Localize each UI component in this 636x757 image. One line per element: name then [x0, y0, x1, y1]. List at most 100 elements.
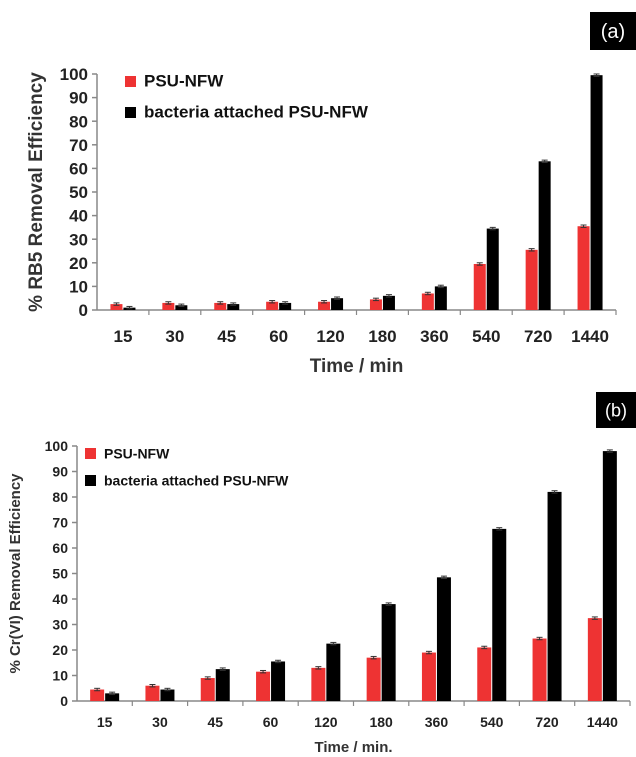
chart-b: (b) 0 10 20 30 40 50 60 70 80 90 100 15 30 45 60 120 180 3… — [7, 392, 636, 756]
bar — [271, 661, 286, 701]
bar — [160, 689, 175, 701]
x-tick-label: 120 — [316, 327, 344, 346]
bar — [366, 657, 381, 701]
y-tick-label: 10 — [69, 278, 88, 297]
legend-swatch — [125, 76, 136, 87]
bar — [266, 301, 279, 310]
x-tick-label: 120 — [314, 714, 338, 730]
y-tick-label: 80 — [52, 489, 68, 505]
y-tick-label: 20 — [69, 254, 88, 273]
x-tick-label: 360 — [420, 327, 448, 346]
bar — [90, 689, 105, 701]
legend-label: bacteria attached PSU-NFW — [144, 103, 369, 122]
y-tick-label: 80 — [69, 112, 88, 131]
legend-swatch — [125, 107, 136, 118]
x-tick-label: 180 — [368, 327, 396, 346]
x-axis-title: Time / min. — [314, 739, 392, 756]
bar — [145, 685, 160, 701]
bar — [477, 647, 492, 701]
y-tick-label: 0 — [60, 693, 68, 709]
bar — [311, 667, 326, 701]
bar — [381, 604, 396, 701]
y-tick-label: 40 — [69, 207, 88, 226]
bar — [421, 652, 436, 701]
bar — [279, 302, 292, 310]
bar — [162, 302, 175, 310]
x-tick-label: 30 — [152, 714, 168, 730]
bar — [369, 299, 382, 310]
bar — [382, 295, 395, 310]
bar — [434, 286, 447, 310]
bar — [525, 249, 538, 310]
legend-label: PSU-NFW — [144, 72, 224, 91]
y-tick-label: 90 — [52, 464, 68, 480]
bar — [577, 226, 590, 310]
bar — [486, 228, 499, 310]
bar — [492, 528, 507, 701]
legend-swatch — [85, 475, 96, 486]
bar — [110, 304, 123, 310]
legend-swatch — [85, 448, 96, 459]
x-tick-label: 45 — [217, 327, 236, 346]
bar — [538, 161, 551, 310]
x-tick-label: 1440 — [587, 714, 618, 730]
x-tick-label: 60 — [263, 714, 279, 730]
y-axis-title: % Cr(VI) Removal Efficiency — [7, 473, 24, 674]
x-tick-label: 540 — [480, 714, 504, 730]
bar — [587, 618, 602, 701]
y-tick-label: 70 — [69, 136, 88, 155]
x-tick-label: 1440 — [571, 327, 609, 346]
x-tick-label: 180 — [369, 714, 393, 730]
y-tick-label: 30 — [52, 617, 68, 633]
x-tick-label: 720 — [524, 327, 552, 346]
bar — [318, 301, 331, 310]
bar — [590, 75, 603, 311]
y-tick-label: 30 — [69, 230, 88, 249]
y-tick-label: 90 — [69, 89, 88, 108]
bar — [326, 643, 341, 701]
y-tick-label: 100 — [60, 65, 88, 84]
x-tick-label: 45 — [207, 714, 223, 730]
y-tick-label: 60 — [69, 160, 88, 179]
bar — [227, 304, 240, 310]
y-tick-label: 50 — [69, 183, 88, 202]
y-tick-label: 100 — [45, 438, 69, 454]
x-tick-label: 15 — [113, 327, 132, 346]
y-tick-label: 70 — [52, 515, 68, 531]
chart-a: (a) 0 10 20 30 40 50 60 70 80 90 100 15 30 45 60 120 180 3… — [26, 12, 636, 377]
bar — [421, 293, 434, 310]
x-tick-label: 540 — [472, 327, 500, 346]
x-tick-label: 360 — [425, 714, 449, 730]
bar — [256, 671, 271, 701]
y-tick-label: 10 — [52, 668, 68, 684]
y-tick-label: 0 — [79, 301, 88, 320]
bar — [602, 451, 617, 701]
bar — [436, 577, 451, 701]
panel-label: (a) — [601, 21, 625, 43]
bar — [175, 305, 188, 310]
y-axis-title: % RB5 Removal Efficiency — [26, 72, 47, 312]
panel-label-badge — [590, 12, 636, 50]
bar — [473, 263, 486, 310]
bar — [214, 302, 227, 310]
bar — [331, 298, 344, 310]
y-tick-label: 20 — [52, 642, 68, 658]
bar — [215, 669, 230, 701]
x-tick-label: 720 — [535, 714, 559, 730]
x-tick-label: 60 — [269, 327, 288, 346]
panel-label-badge — [596, 392, 636, 428]
bar — [547, 491, 562, 701]
y-tick-label: 60 — [52, 540, 68, 556]
y-tick-label: 50 — [52, 566, 68, 582]
x-tick-label: 15 — [97, 714, 113, 730]
legend-label: bacteria attached PSU-NFW — [104, 473, 289, 489]
bar — [200, 678, 215, 701]
bar — [532, 638, 547, 701]
legend-label: PSU-NFW — [104, 446, 170, 462]
panel-label: (b) — [605, 400, 627, 420]
x-axis-title: Time / min — [310, 356, 404, 377]
y-tick-label: 40 — [52, 591, 68, 607]
bar — [105, 693, 120, 701]
x-tick-label: 30 — [165, 327, 184, 346]
